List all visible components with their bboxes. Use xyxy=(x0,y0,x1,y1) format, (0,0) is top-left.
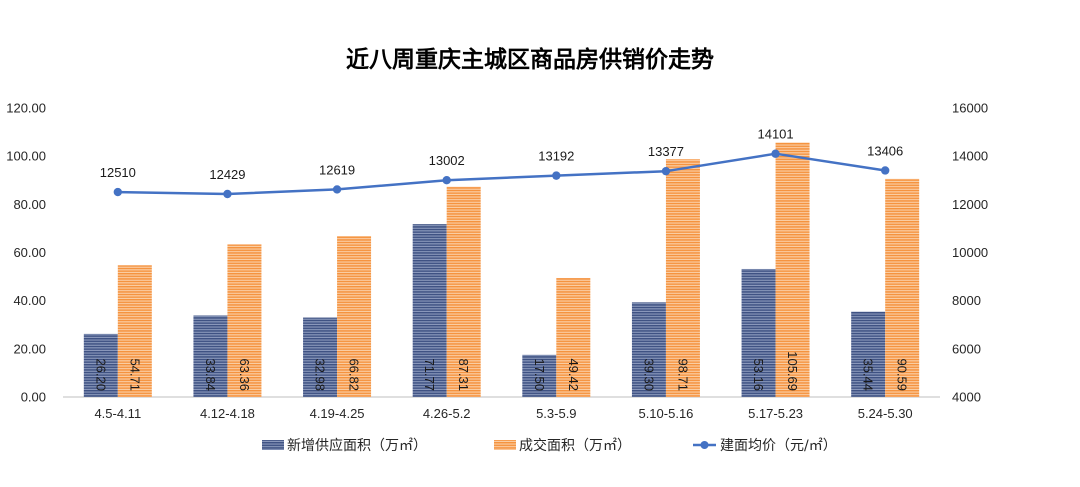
avg-price-value-label: 14101 xyxy=(757,127,793,142)
avg-price-point xyxy=(661,166,671,176)
transaction-value-label: 49.42 xyxy=(566,358,581,391)
avg-price-value-label: 12429 xyxy=(209,167,245,182)
line-data-labels: 12510 12429 12619 13002 13192 13377 14101 13406 xyxy=(100,127,904,182)
avg-price-point xyxy=(771,149,780,158)
price-line-series xyxy=(113,149,890,199)
transaction-value-label: 63.36 xyxy=(237,358,252,391)
transaction-bar xyxy=(556,277,591,397)
avg-price-point xyxy=(223,189,232,199)
x-tick-label: 5.10-5.16 xyxy=(638,406,693,421)
y-tick-label: 60.00 xyxy=(13,245,46,260)
transaction-value-label: 90.59 xyxy=(895,358,910,391)
y-tick-label: 40.00 xyxy=(13,293,46,308)
x-tick-label: 4.26-5.2 xyxy=(423,406,471,421)
x-tick-label: 4.19-4.25 xyxy=(310,406,365,421)
avg-price-point xyxy=(113,187,123,197)
new-supply-value-label: 26.20 xyxy=(93,358,108,391)
avg-price-value-label: 12619 xyxy=(319,162,355,177)
transaction-bar xyxy=(885,178,920,397)
avg-price-line xyxy=(117,152,886,196)
y-tick-label: 120.00 xyxy=(6,101,46,116)
x-tick-label: 4.12-4.18 xyxy=(200,406,255,421)
new-supply-bar xyxy=(83,333,118,397)
y2-tick-label: 10000 xyxy=(952,245,988,260)
avg-price-value-label: 12510 xyxy=(100,165,136,180)
chart-title: 近八周重庆主城区商品房供销价走势 xyxy=(346,46,714,73)
x-tick-label: 5.17-5.23 xyxy=(748,406,803,421)
transaction-value-label: 105.69 xyxy=(785,351,800,391)
new-supply-bar xyxy=(741,268,776,397)
left-y-axis: 0.00 20.00 40.00 60.00 80.00 100.00 120.00 xyxy=(6,101,46,405)
transaction-value-label: 54.71 xyxy=(127,358,142,391)
avg-price-value-label: 13002 xyxy=(429,153,465,168)
avg-price-value-label: 13406 xyxy=(867,143,903,158)
legend-item-transaction: 成交面积（万㎡） xyxy=(494,437,631,454)
y2-tick-label: 16000 xyxy=(952,101,988,116)
legend: 新增供应面积（万㎡） 成交面积（万㎡） 建面均价（元/㎡） xyxy=(262,437,837,454)
new-supply-value-label: 33.84 xyxy=(203,358,218,391)
y-tick-label: 100.00 xyxy=(6,149,46,164)
avg-price-point xyxy=(552,171,561,180)
x-tick-label: 4.5-4.11 xyxy=(94,406,141,421)
new-supply-value-label: 32.98 xyxy=(313,358,328,391)
x-axis-labels: 4.5-4.11 4.12-4.18 4.19-4.25 4.26-5.2 5.3-5.… xyxy=(94,406,912,421)
transaction-bar xyxy=(775,142,810,397)
legend-label-new-supply: 新增供应面积（万㎡） xyxy=(287,437,427,454)
y-tick-label: 20.00 xyxy=(13,341,46,356)
new-supply-value-label: 17.50 xyxy=(532,358,547,391)
new-supply-value-label: 39.30 xyxy=(641,358,656,391)
transaction-value-label: 66.82 xyxy=(347,358,362,391)
y2-tick-label: 4000 xyxy=(952,390,981,405)
new-supply-value-label: 71.77 xyxy=(422,358,437,391)
bar-series xyxy=(83,142,920,397)
new-supply-value-label: 35.44 xyxy=(861,358,876,391)
new-supply-bar xyxy=(631,302,666,397)
x-tick-label: 5.24-5.30 xyxy=(858,406,913,421)
avg-price-value-label: 13192 xyxy=(538,149,574,164)
legend-swatch-new-supply xyxy=(262,440,284,450)
bar-data-labels: 26.20 33.84 32.98 71.77 17.50 39.30 53.16 35.44… xyxy=(93,351,909,391)
legend-swatch-transaction xyxy=(494,440,516,450)
avg-price-point xyxy=(332,185,342,194)
y2-tick-label: 14000 xyxy=(952,149,988,164)
x-tick-label: 5.3-5.9 xyxy=(536,406,576,421)
legend-item-new-supply: 新增供应面积（万㎡） xyxy=(262,437,427,454)
new-supply-value-label: 53.16 xyxy=(751,358,766,391)
legend-label-avg-price: 建面均价（元/㎡） xyxy=(720,438,837,454)
y-tick-label: 0.00 xyxy=(21,390,46,405)
new-supply-bar xyxy=(522,354,557,397)
transaction-value-label: 87.31 xyxy=(456,358,471,391)
transaction-bar xyxy=(446,186,481,397)
y2-tick-label: 6000 xyxy=(952,341,981,356)
new-supply-bar xyxy=(412,224,447,397)
right-y-axis: 4000 6000 8000 10000 12000 14000 16000 xyxy=(952,101,988,405)
avg-price-value-label: 13377 xyxy=(648,144,684,159)
new-supply-bar xyxy=(851,311,886,397)
legend-item-avg-price: 建面均价（元/㎡） xyxy=(693,438,837,454)
new-supply-bar xyxy=(303,317,338,397)
transaction-bar xyxy=(117,265,152,397)
avg-price-point xyxy=(442,176,451,185)
transaction-bar xyxy=(227,244,262,397)
y2-tick-label: 8000 xyxy=(952,293,981,308)
legend-label-transaction: 成交面积（万㎡） xyxy=(519,437,631,454)
y-tick-label: 80.00 xyxy=(13,197,46,212)
new-supply-bar xyxy=(193,315,228,397)
y2-tick-label: 12000 xyxy=(952,197,988,212)
transaction-bar xyxy=(337,236,372,397)
transaction-value-label: 98.71 xyxy=(675,358,690,391)
transaction-bar xyxy=(665,159,700,397)
legend-swatch-avg-price-marker xyxy=(700,441,709,449)
avg-price-point xyxy=(880,166,890,175)
